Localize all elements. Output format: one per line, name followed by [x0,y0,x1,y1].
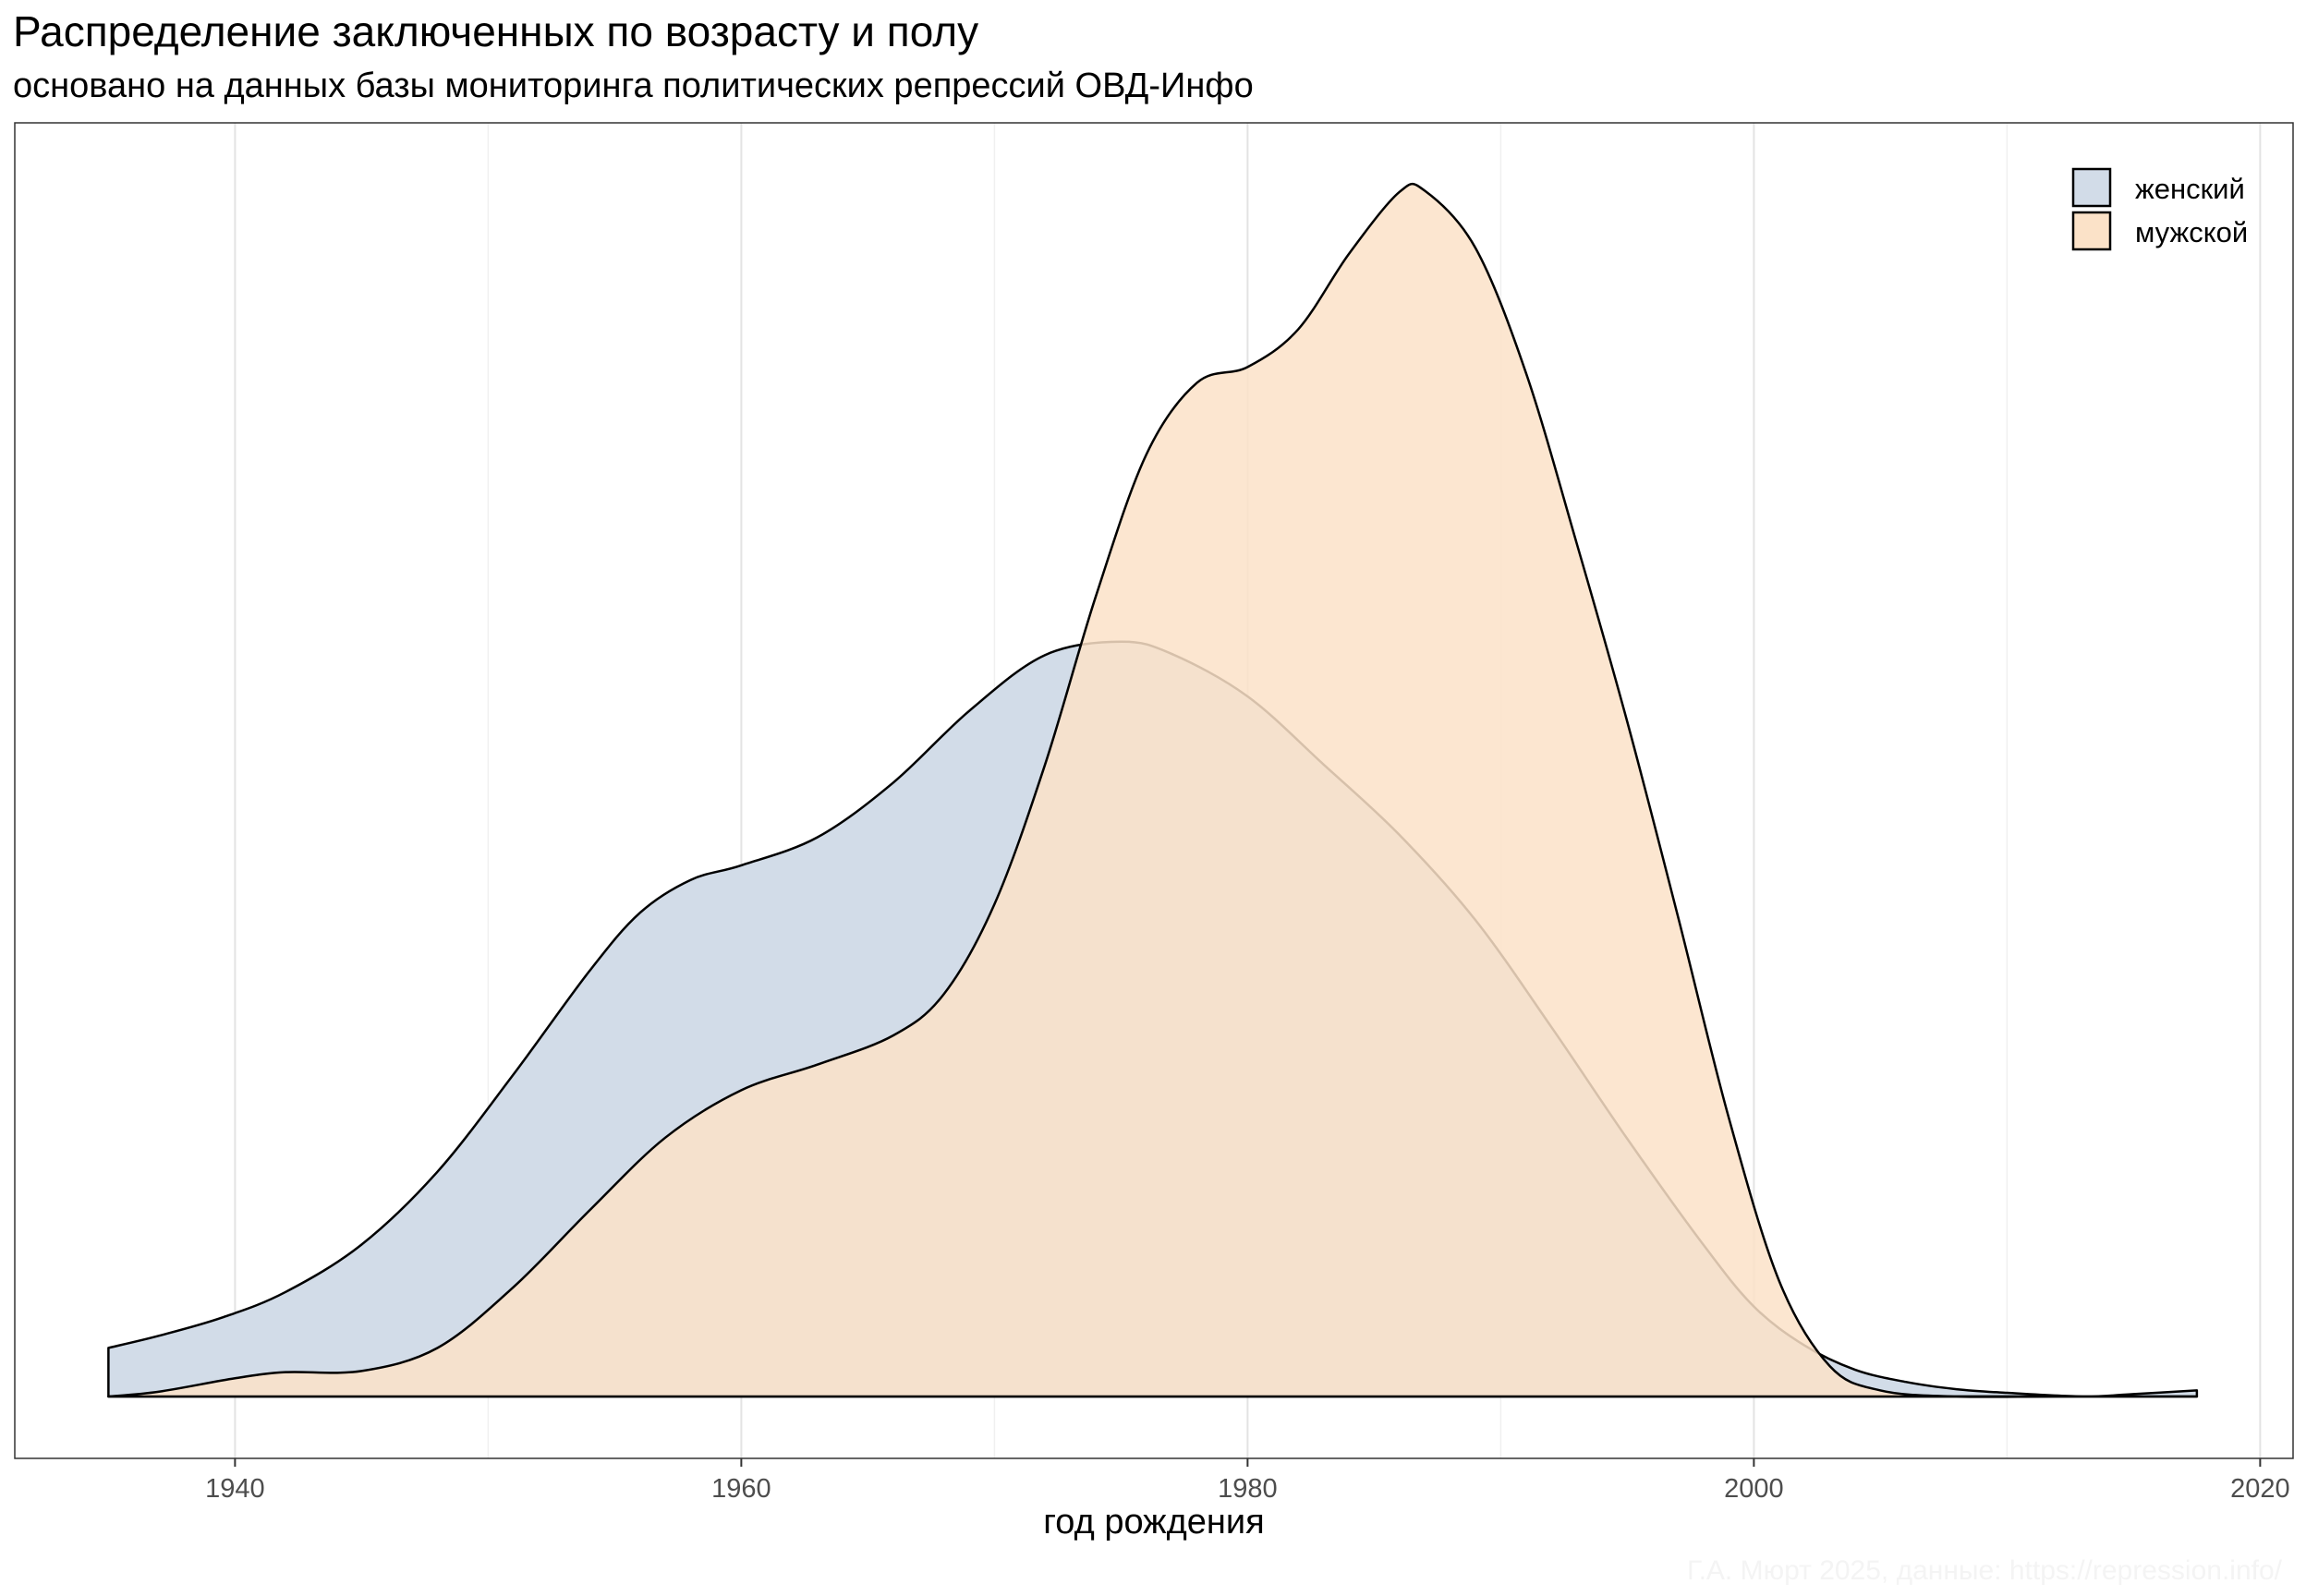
density-areas [107,182,2199,1398]
x-tick-label: 2020 [2230,1474,2290,1504]
chart-subtitle: основано на данных базы мониторинга поли… [13,66,1254,105]
legend-label-female: женский [2135,173,2245,205]
chart-caption: Г.А. Мюрт 2025, данные: https://repressi… [1687,1555,2283,1586]
x-tick-label: 1960 [711,1474,771,1504]
x-tick-label: 2000 [1724,1474,1784,1504]
legend-key-female [2071,167,2112,208]
panel-border [14,122,2294,1459]
x-tick-label: 1980 [1218,1474,1278,1504]
x-axis: 1940 1960 1980 2000 2020 [205,1458,2290,1504]
x-axis-title: год рождения [1043,1503,1264,1542]
density-area-male [107,182,2199,1398]
legend-key-male [2071,211,2112,251]
x-tick-label: 1940 [205,1474,265,1504]
legend: женский мужской [2071,167,2248,251]
legend-label-male: мужской [2135,216,2248,248]
chart-title: Распределение заключенных по возрасту и … [13,7,978,55]
